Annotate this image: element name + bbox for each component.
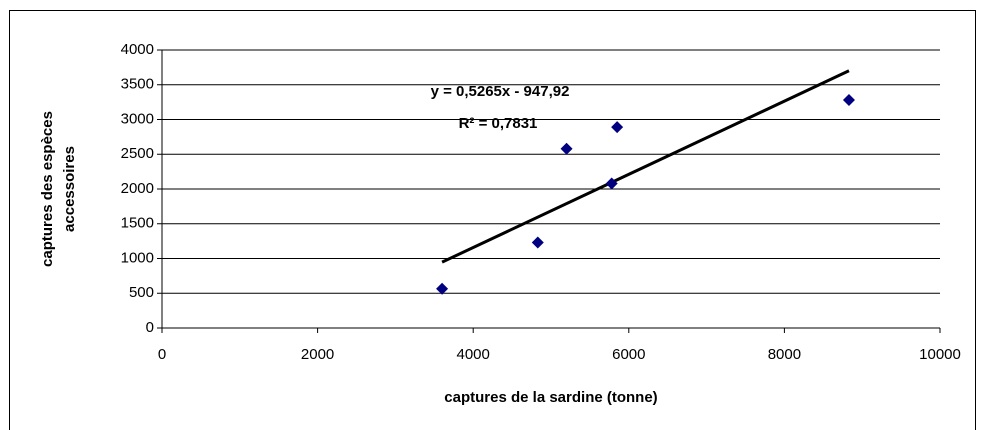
trendline-r2: R² = 0,7831 xyxy=(459,115,538,132)
x-tick-label: 6000 xyxy=(612,346,645,363)
y-tick-label: 4000 xyxy=(121,41,154,58)
y-axis-title: accessoires xyxy=(61,146,78,232)
x-axis-title: captures de la sardine (tonne) xyxy=(444,389,657,406)
y-tick-label: 3000 xyxy=(121,110,154,127)
point xyxy=(842,94,855,107)
trendline xyxy=(441,69,850,264)
x-tick-label: 4000 xyxy=(457,346,490,363)
point xyxy=(611,121,624,134)
y-tick-label: 2000 xyxy=(121,180,154,197)
x-tick-label: 8000 xyxy=(768,346,801,363)
y-tick-label: 1000 xyxy=(121,249,154,266)
point xyxy=(560,142,573,155)
chart-frame xyxy=(9,10,976,430)
y-tick-label: 0 xyxy=(146,319,154,336)
y-tick-label: 500 xyxy=(129,284,154,301)
point xyxy=(531,236,544,249)
x-tick-label: 0 xyxy=(158,346,166,363)
point xyxy=(436,282,449,295)
point xyxy=(605,177,618,190)
y-axis-title: captures des espèces xyxy=(39,111,56,267)
x-tick-label: 10000 xyxy=(919,346,961,363)
y-tick-label: 2500 xyxy=(121,145,154,162)
x-tick-label: 2000 xyxy=(301,346,334,363)
y-tick-label: 1500 xyxy=(121,215,154,232)
trendline-equation: y = 0,5265x - 947,92 xyxy=(431,83,570,100)
y-tick-label: 3500 xyxy=(121,76,154,93)
